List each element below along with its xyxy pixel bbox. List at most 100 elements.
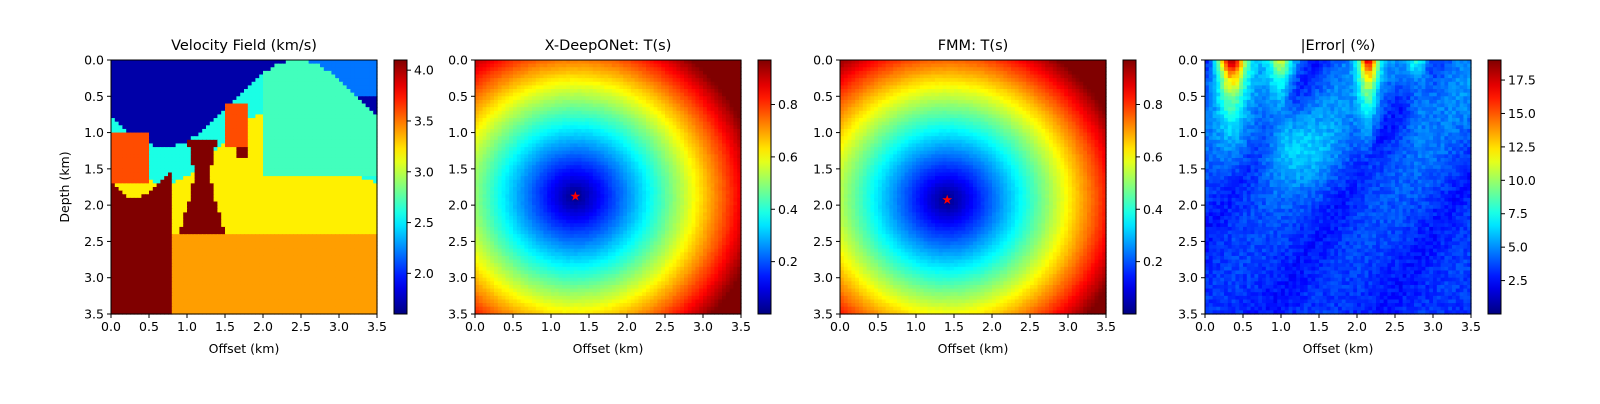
y-tick-label: 0.5	[448, 89, 468, 104]
x-tick-label: 0.0	[465, 319, 485, 334]
colorbar: 2.0 2.5 3.0 3.5 4.0	[394, 60, 434, 314]
x-tick-label: 1.5	[944, 319, 964, 334]
x-tick-label: 1.0	[906, 319, 926, 334]
y-tick-label: 2.0	[84, 198, 104, 213]
colorbar-tick-label: 2.5	[1508, 273, 1528, 288]
y-tick-label: 3.5	[448, 307, 468, 322]
x-tick-label: 0.5	[139, 319, 159, 334]
x-tick-label: 0.5	[868, 319, 888, 334]
x-tick-label: 1.0	[1271, 319, 1291, 334]
colorbar-tick-label: 10.0	[1508, 173, 1536, 188]
x-tick-label: 2.5	[655, 319, 675, 334]
y-tick-label: 2.0	[448, 198, 468, 213]
x-tick-label: 2.5	[291, 319, 311, 334]
x-tick-label: 2.0	[617, 319, 637, 334]
x-tick-label: 2.5	[1385, 319, 1405, 334]
colorbar-gradient	[1488, 60, 1501, 314]
colorbar-gradient	[758, 60, 771, 314]
panel-1: Velocity Field (km/s) 0.0 0.5 1.0 1.5 2.0 2.5 3…	[57, 38, 434, 356]
y-tick-label: 2.5	[448, 234, 468, 249]
x-tick-label: 1.0	[177, 319, 197, 334]
y-tick-label: 3.0	[1178, 270, 1198, 285]
colorbar-tick-label: 0.4	[1143, 202, 1163, 217]
y-tick-label: 0.0	[84, 53, 104, 68]
x-tick-label: 3.5	[367, 319, 387, 334]
y-tick-label: 0.5	[813, 89, 833, 104]
x-tick-label: 3.0	[1058, 319, 1078, 334]
y-tick-label: 3.0	[448, 270, 468, 285]
colorbar-tick-label: 5.0	[1508, 240, 1528, 255]
y-tick-label: 0.5	[1178, 89, 1198, 104]
x-tick-label: 0.5	[503, 319, 523, 334]
x-tick-label: 0.5	[1233, 319, 1253, 334]
x-tick-label: 1.5	[1309, 319, 1329, 334]
y-tick-label: 2.0	[813, 198, 833, 213]
colorbar-tick-label: 0.6	[1143, 149, 1163, 164]
colorbar-tick-label: 3.0	[414, 164, 434, 179]
colorbar-tick-label: 2.5	[414, 215, 434, 230]
heatmap-image	[475, 60, 742, 315]
colorbar-tick-label: 15.0	[1508, 106, 1536, 121]
colorbar: 2.55.07.510.012.515.017.5	[1488, 60, 1536, 314]
heatmap-image	[840, 60, 1107, 315]
y-tick-label: 2.5	[1178, 234, 1198, 249]
x-tick-label: 3.0	[1423, 319, 1443, 334]
x-tick-label: 3.5	[1096, 319, 1116, 334]
colorbar-tick-label: 0.2	[1143, 254, 1163, 269]
x-tick-label: 3.0	[693, 319, 713, 334]
y-tick-label: 1.5	[813, 161, 833, 176]
y-tick-label: 1.0	[813, 125, 833, 140]
heatmap-image	[1205, 60, 1472, 315]
y-tick-label: 2.5	[813, 234, 833, 249]
colorbar-tick-label: 12.5	[1508, 139, 1536, 154]
x-tick-label: 2.0	[253, 319, 273, 334]
x-tick-label: 3.5	[731, 319, 751, 334]
x-tick-label: 0.0	[1195, 319, 1215, 334]
panel-title: |Error| (%)	[1301, 38, 1376, 54]
colorbar-tick-label: 0.4	[778, 202, 798, 217]
y-tick-label: 1.0	[448, 125, 468, 140]
x-tick-label: 1.5	[215, 319, 235, 334]
y-tick-label: 0.0	[1178, 53, 1198, 68]
x-axis-label: Offset (km)	[938, 341, 1009, 356]
colorbar-tick-label: 0.8	[1143, 97, 1163, 112]
x-tick-label: 3.0	[329, 319, 349, 334]
y-axis-label: Depth (km)	[57, 151, 72, 222]
y-tick-label: 2.0	[1178, 198, 1198, 213]
colorbar-tick-label: 2.0	[414, 266, 434, 281]
colorbar-tick-label: 0.2	[778, 254, 798, 269]
x-axis-label: Offset (km)	[573, 341, 644, 356]
y-tick-label: 3.5	[1178, 307, 1198, 322]
y-tick-label: 0.0	[813, 53, 833, 68]
colorbar-tick-label: 7.5	[1508, 206, 1528, 221]
x-tick-label: 2.0	[1347, 319, 1367, 334]
y-tick-label: 1.0	[84, 125, 104, 140]
colorbar-tick-label: 0.6	[778, 149, 798, 164]
colorbar-tick-label: 3.5	[414, 113, 434, 128]
y-tick-label: 1.5	[448, 161, 468, 176]
y-tick-label: 3.0	[813, 270, 833, 285]
colorbar-gradient	[394, 60, 407, 314]
y-tick-label: 3.5	[84, 307, 104, 322]
x-tick-label: 1.0	[541, 319, 561, 334]
x-axis-label: Offset (km)	[1303, 341, 1374, 356]
colorbar-gradient	[1123, 60, 1136, 314]
x-tick-label: 2.5	[1020, 319, 1040, 334]
y-tick-label: 1.0	[1178, 125, 1198, 140]
heatmap-image	[111, 60, 378, 315]
y-tick-label: 2.5	[84, 234, 104, 249]
colorbar-tick-label: 4.0	[414, 63, 434, 78]
y-tick-label: 0.5	[84, 89, 104, 104]
panel-title: FMM: T(s)	[938, 38, 1009, 54]
panel-title: Velocity Field (km/s)	[171, 38, 317, 54]
x-tick-label: 0.0	[101, 319, 121, 334]
y-tick-label: 3.0	[84, 270, 104, 285]
y-tick-label: 0.0	[448, 53, 468, 68]
y-tick-label: 3.5	[813, 307, 833, 322]
source-marker: ★	[569, 189, 581, 204]
